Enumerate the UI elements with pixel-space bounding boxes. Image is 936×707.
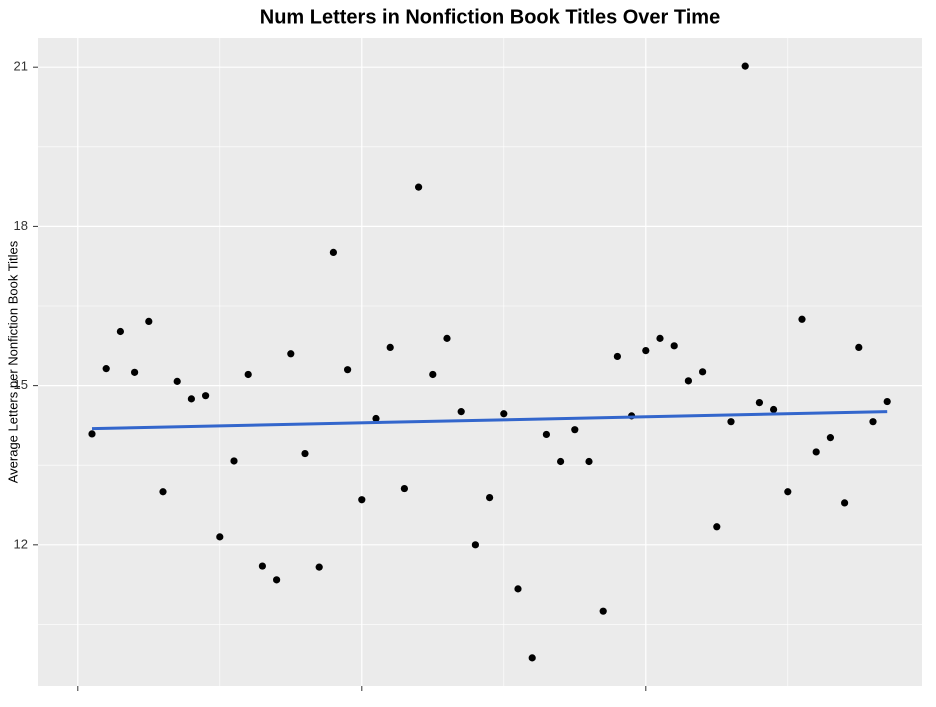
y-tick-label: 15 xyxy=(14,377,28,392)
point xyxy=(486,493,494,502)
y-tick-label: 12 xyxy=(14,536,28,551)
trend-line xyxy=(91,410,888,431)
point xyxy=(329,248,337,257)
point xyxy=(273,576,281,584)
chart-title: Num Letters in Nonfiction Book Titles Ov… xyxy=(260,6,720,28)
y-axis-label: Average Letters per Nonfiction Book Titl… xyxy=(5,240,20,483)
point xyxy=(471,541,479,549)
point xyxy=(557,457,565,466)
point xyxy=(784,488,792,496)
point xyxy=(542,430,551,439)
point xyxy=(571,426,579,434)
point xyxy=(812,448,820,456)
point xyxy=(344,366,352,374)
point xyxy=(443,334,451,342)
y-tick-label: 21 xyxy=(14,59,28,74)
point xyxy=(755,398,764,407)
point xyxy=(883,397,891,406)
point xyxy=(670,342,678,350)
point xyxy=(741,62,749,70)
point xyxy=(216,533,224,541)
point xyxy=(102,365,110,373)
point xyxy=(173,377,181,385)
point xyxy=(358,496,366,504)
panel xyxy=(38,38,922,686)
point xyxy=(145,317,153,326)
point xyxy=(500,410,508,418)
point xyxy=(684,377,693,385)
point xyxy=(869,418,877,426)
point xyxy=(400,484,408,493)
point xyxy=(656,334,664,342)
point xyxy=(613,352,622,361)
point xyxy=(429,370,437,379)
point xyxy=(116,327,124,336)
point xyxy=(528,654,536,662)
point xyxy=(599,607,607,615)
point xyxy=(514,585,522,593)
point xyxy=(287,350,295,358)
point xyxy=(855,343,863,352)
point xyxy=(159,488,167,496)
point xyxy=(88,430,96,438)
point xyxy=(713,523,721,531)
point xyxy=(386,343,394,352)
point xyxy=(301,449,309,458)
point xyxy=(244,370,252,379)
point xyxy=(699,368,707,376)
point xyxy=(841,499,849,507)
point xyxy=(258,562,266,570)
point xyxy=(798,315,806,323)
point xyxy=(415,183,423,191)
point xyxy=(585,457,593,466)
point xyxy=(770,405,778,414)
y-tick-label: 18 xyxy=(14,218,28,233)
point xyxy=(372,414,380,423)
point xyxy=(230,457,238,465)
point xyxy=(457,408,465,416)
point xyxy=(826,434,835,442)
point xyxy=(315,563,323,571)
point xyxy=(187,395,195,403)
point xyxy=(202,392,210,400)
point xyxy=(131,368,139,376)
point xyxy=(727,418,735,426)
point xyxy=(642,346,650,355)
